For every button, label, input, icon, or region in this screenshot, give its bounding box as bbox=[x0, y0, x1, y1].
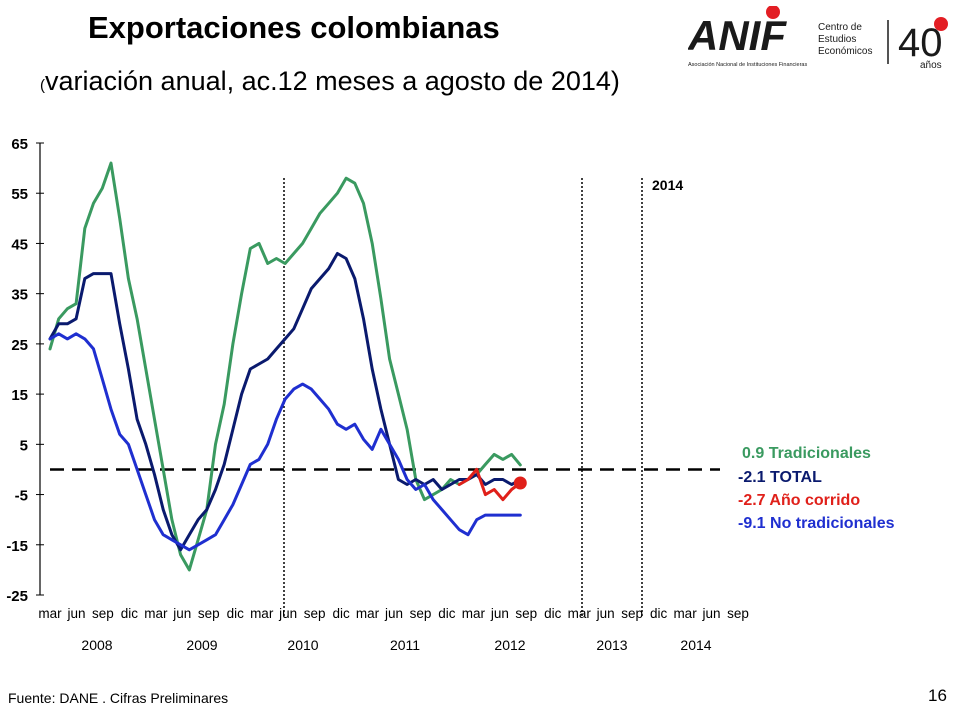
x-month-label: jun bbox=[702, 606, 721, 621]
x-month-label: mar bbox=[38, 606, 62, 621]
y-tick-label: 25 bbox=[11, 337, 28, 354]
x-month-label: mar bbox=[356, 606, 380, 621]
series-end-label: -2.1 TOTAL bbox=[738, 469, 822, 486]
x-month-label: dic bbox=[121, 606, 139, 621]
x-month-label: sep bbox=[515, 606, 537, 621]
x-month-label: dic bbox=[650, 606, 668, 621]
logo-center-line-2: Estudios bbox=[818, 34, 856, 45]
series-line-año-corrido bbox=[457, 467, 522, 502]
source-note: Fuente: DANE . Cifras Preliminares bbox=[8, 690, 229, 706]
x-month-label: sep bbox=[727, 606, 749, 621]
x-month-label: jun bbox=[172, 606, 191, 621]
x-year-label: 2011 bbox=[390, 637, 420, 653]
x-month-label: sep bbox=[92, 606, 114, 621]
x-month-label: mar bbox=[673, 606, 697, 621]
x-month-label: jun bbox=[596, 606, 615, 621]
subtitle-text: variación anual, ac.12 meses a agosto de… bbox=[45, 66, 620, 96]
subtitle-open-paren: ( bbox=[40, 77, 45, 94]
logo-center-line-3: Económicos bbox=[818, 46, 872, 57]
y-tick-label: 15 bbox=[11, 387, 28, 404]
series-end-label: -9.1 No tradicionales bbox=[738, 515, 895, 532]
x-month-label: dic bbox=[544, 606, 562, 621]
x-year-label: 2010 bbox=[287, 637, 318, 653]
x-month-label: jun bbox=[384, 606, 403, 621]
x-year-label: 2012 bbox=[494, 637, 525, 653]
series-line-total bbox=[48, 252, 522, 552]
y-tick-label: 35 bbox=[11, 287, 28, 304]
x-month-label: dic bbox=[332, 606, 350, 621]
chart-series bbox=[48, 161, 527, 572]
chart-axes bbox=[36, 142, 720, 618]
x-month-label: jun bbox=[66, 606, 85, 621]
logo-anniversary-dot bbox=[934, 17, 948, 31]
series-line-no-tradicionales bbox=[48, 332, 522, 552]
series-line-tradicionales bbox=[48, 161, 522, 572]
chart-title: Exportaciones colombianas bbox=[88, 10, 500, 45]
x-month-label: mar bbox=[250, 606, 274, 621]
page-number: 16 bbox=[928, 686, 947, 705]
logo-center-line-1: Centro de bbox=[818, 22, 862, 33]
annotation-2014: 2014 bbox=[652, 177, 683, 193]
chart-subtitle: (variación anual, ac.12 meses a agosto d… bbox=[40, 66, 620, 97]
y-tick-label: 65 bbox=[11, 136, 28, 153]
ano-corrido-end-marker bbox=[513, 476, 527, 490]
series-end-label: -2.7 Año corrido bbox=[738, 492, 860, 509]
y-tick-label: -15 bbox=[6, 538, 28, 555]
y-tick-label: 55 bbox=[11, 186, 28, 203]
x-month-label: jun bbox=[490, 606, 509, 621]
logo-brand-text: ANIF bbox=[688, 12, 787, 59]
x-year-label: 2009 bbox=[186, 637, 217, 653]
logo-tagline: Asociación Nacional de Instituciones Fin… bbox=[688, 62, 807, 68]
x-month-label: sep bbox=[621, 606, 643, 621]
x-month-label: sep bbox=[410, 606, 432, 621]
x-month-label: sep bbox=[304, 606, 326, 621]
x-month-label: mar bbox=[144, 606, 168, 621]
logo-red-dot bbox=[766, 5, 780, 19]
anif-logo-graphic: ANIF Asociación Nacional de Institucione… bbox=[687, 5, 948, 71]
x-year-label: 2014 bbox=[680, 637, 711, 653]
logo-anniversary: 40 bbox=[898, 21, 943, 65]
logo-anniversary-label: años bbox=[920, 60, 942, 70]
x-year-label: 2008 bbox=[81, 637, 112, 653]
x-month-label: mar bbox=[568, 606, 592, 621]
anif-logo: ANIF Asociación Nacional de Institucione… bbox=[687, 5, 960, 71]
x-year-label: 2013 bbox=[596, 637, 627, 653]
series-end-label: 0.9 Tradicionales bbox=[742, 445, 871, 462]
y-tick-label: -25 bbox=[6, 588, 28, 605]
y-tick-label: 45 bbox=[11, 236, 28, 253]
x-month-label: dic bbox=[438, 606, 456, 621]
x-month-label: jun bbox=[278, 606, 297, 621]
x-month-label: sep bbox=[198, 606, 220, 621]
x-month-label: mar bbox=[462, 606, 486, 621]
x-month-label: dic bbox=[227, 606, 245, 621]
y-tick-label: -5 bbox=[15, 488, 28, 505]
y-tick-label: 5 bbox=[20, 437, 28, 454]
